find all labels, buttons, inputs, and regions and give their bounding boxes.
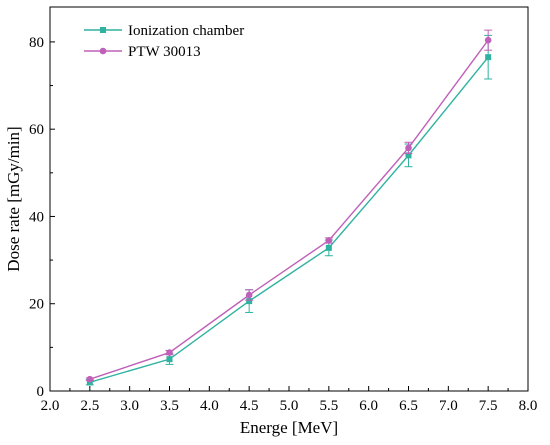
x-tick-label: 5.5 — [319, 398, 338, 414]
x-tick-label: 2.0 — [41, 398, 60, 414]
data-point-circle — [166, 349, 173, 356]
y-tick-label: 60 — [29, 122, 44, 138]
series-layer — [85, 29, 493, 386]
x-tick-label: 7.5 — [479, 398, 498, 414]
x-axis-title: Energe [MeV] — [240, 418, 338, 437]
legend-item: PTW 30013 — [84, 44, 201, 60]
y-axis-ticks: 0 20 40 60 80 — [29, 35, 55, 400]
series-ionization-chamber — [85, 34, 493, 386]
series-line — [89, 56, 489, 383]
data-point-square — [166, 356, 173, 363]
legend-marker-square — [100, 27, 106, 33]
x-tick-label: 4.0 — [200, 398, 219, 414]
legend-label: PTW 30013 — [128, 44, 201, 60]
x-tick-label: 3.0 — [120, 398, 139, 414]
y-axis-title: Dose rate [mGy/min] — [4, 126, 23, 271]
x-tick-label: 6.5 — [399, 398, 418, 414]
legend: Ionization chamber PTW 30013 — [84, 23, 244, 60]
x-tick-label: 4.5 — [240, 398, 259, 414]
x-tick-label: 7.0 — [439, 398, 458, 414]
data-point-square — [246, 298, 253, 305]
data-point-circle — [86, 375, 94, 383]
data-point-square — [405, 152, 412, 159]
series-ptw-30013 — [85, 29, 493, 383]
data-point-circle — [245, 291, 253, 299]
y-tick-label: 40 — [29, 209, 44, 225]
plot-frame — [49, 6, 529, 392]
x-tick-label: 3.5 — [160, 398, 179, 414]
x-tick-label: 5.0 — [280, 398, 299, 414]
y-tick-label: 80 — [29, 35, 44, 51]
x-tick-label: 2.5 — [80, 398, 99, 414]
data-point-circle — [405, 144, 412, 152]
data-point-circle — [484, 36, 492, 44]
data-point-circle — [325, 237, 333, 244]
x-axis-ticks: 2.0 2.5 3.0 3.5 4.0 4.5 5.0 5.5 6.0 6.5 7.0 7.5 8.0 — [41, 386, 538, 414]
legend-item: Ionization chamber — [84, 23, 244, 39]
y-tick-label: 20 — [29, 297, 44, 313]
legend-label: Ionization chamber — [128, 23, 244, 39]
data-point-square — [325, 244, 332, 251]
data-point-square — [485, 54, 492, 61]
x-tick-label: 6.0 — [359, 398, 378, 414]
series-line — [89, 39, 489, 380]
x-tick-label: 8.0 — [519, 398, 538, 414]
legend-marker-circle — [99, 47, 107, 55]
y-tick-label: 0 — [37, 384, 45, 400]
